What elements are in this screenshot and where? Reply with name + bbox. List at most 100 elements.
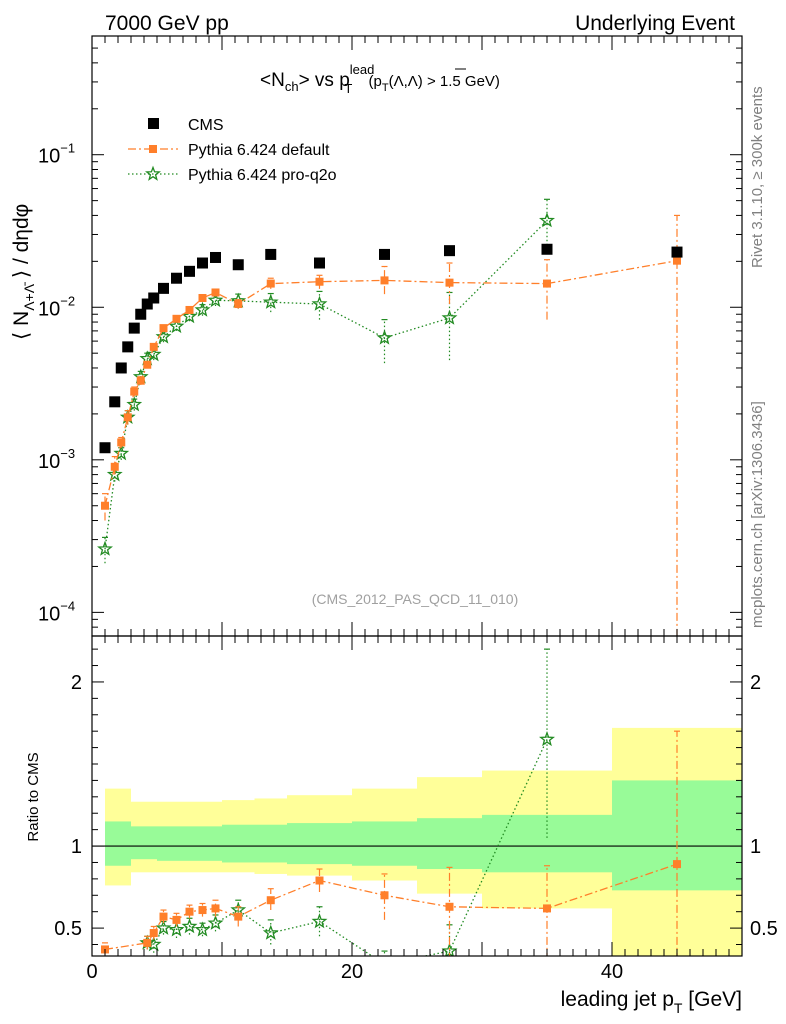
ratio-pythia-default-point bbox=[445, 902, 454, 911]
pythia-pro-q2o-point bbox=[181, 308, 198, 324]
pythia-pro-q2o-point bbox=[376, 329, 393, 345]
pythia-pro-q2o-line bbox=[104, 220, 548, 550]
legend-label-pythia-default: Pythia 6.424 default bbox=[188, 142, 330, 159]
ratio-pythia-default-point bbox=[266, 896, 275, 905]
ratio-y-ticks: 0.5 0.5 1 1 2 2 bbox=[54, 648, 778, 946]
pythia-default-line bbox=[104, 260, 678, 506]
cms-point bbox=[541, 243, 553, 255]
pythia-pro-q2o-point bbox=[262, 293, 279, 309]
uncertainty-band-inner bbox=[352, 821, 417, 866]
ratio-pythia-pro-q2o-point bbox=[311, 913, 328, 929]
ratio-x-tick-label: 0 bbox=[86, 961, 97, 983]
cms-point bbox=[135, 308, 147, 320]
ratio-pythia-default-point bbox=[185, 907, 194, 916]
uncertainty-band-inner bbox=[157, 826, 190, 861]
ratio-y-tick-label-left: 0.5 bbox=[54, 918, 82, 940]
pythia-default-point bbox=[130, 387, 139, 396]
ratio-y-tick-label-right: 2 bbox=[750, 672, 761, 694]
ratio-pythia-pro-q2o-point bbox=[155, 919, 172, 935]
pythia-pro-q2o-point bbox=[126, 396, 143, 412]
cms-point bbox=[265, 248, 277, 260]
ratio-y-tick-label-right: 1 bbox=[750, 836, 761, 858]
uncertainty-band-inner bbox=[417, 818, 482, 870]
ratio-y-tick-label-right: 0.5 bbox=[750, 918, 778, 940]
ratio-plot-area bbox=[92, 648, 742, 956]
uncertainty-band-inner bbox=[189, 826, 222, 861]
main-y-ticks: 10−1 10−2 10−3 10−4 bbox=[38, 47, 742, 637]
ratio-series-group bbox=[92, 648, 742, 956]
uncertainty-band-inner bbox=[254, 824, 287, 863]
ratio-pythia-pro-q2o-point bbox=[181, 918, 198, 934]
pythia-pro-q2o-point bbox=[194, 301, 211, 317]
cms-point bbox=[232, 259, 244, 271]
pythia-default-point bbox=[117, 438, 126, 447]
legend-item-pythia-default: Pythia 6.424 default bbox=[128, 142, 330, 159]
legend: CMS Pythia 6.424 default Pythia 6.424 pr… bbox=[128, 117, 337, 184]
ratio-pythia-default-point bbox=[198, 906, 207, 915]
main-plot-area bbox=[97, 198, 683, 636]
analysis-id-annotation: (CMS_2012_PAS_QCD_11_010) bbox=[312, 591, 519, 607]
pythia-default-point bbox=[143, 360, 152, 369]
pythia-default-point bbox=[234, 300, 243, 309]
pythia-pro-q2o-point bbox=[539, 212, 555, 228]
main-y-tick-label: 10−1 bbox=[38, 141, 75, 168]
ratio-pythia-pro-q2o-point bbox=[168, 921, 185, 937]
pythia-pro-q2o-point bbox=[155, 328, 172, 344]
ratio-x-ticks: 0 20 40 bbox=[86, 636, 743, 983]
pythia-pro-q2o-point bbox=[97, 540, 113, 556]
cms-point bbox=[141, 298, 153, 310]
ratio-pythia-pro-q2o-point bbox=[384, 955, 385, 956]
rivet-version-text: Rivet 3.1.10, ≥ 300k events bbox=[749, 86, 766, 268]
ratio-xlabel: leading jet pT [GeV] bbox=[561, 988, 742, 1016]
pythia-default-point bbox=[149, 342, 158, 351]
pythia-pro-q2o-point bbox=[207, 291, 224, 308]
pythia-default-point bbox=[266, 279, 275, 288]
cms-point bbox=[444, 245, 455, 257]
cms-point bbox=[115, 362, 127, 374]
header-right: Underlying Event bbox=[575, 12, 735, 35]
pythia-default-point bbox=[136, 376, 145, 385]
ratio-pythia-pro-q2o-point bbox=[539, 731, 555, 747]
ratio-pythia-default-point bbox=[543, 904, 551, 913]
main-series-group bbox=[97, 198, 683, 636]
pythia-pro-q2o-point bbox=[106, 466, 123, 482]
pythia-default-point bbox=[101, 501, 109, 510]
pythia-pro-q2o-point bbox=[441, 309, 458, 325]
main-title: <Nch> vs plead T (pT(Λ,Λ) > 1.5 GeV) bbox=[260, 62, 500, 96]
header-left: 7000 GeV pp bbox=[105, 12, 229, 35]
ratio-pythia-default-point bbox=[234, 912, 243, 921]
legend-label-cms: CMS bbox=[188, 117, 224, 134]
main-y-tick-label: 10−4 bbox=[38, 598, 75, 625]
pythia-default-point bbox=[123, 413, 132, 422]
uncertainty-band-inner bbox=[482, 814, 612, 873]
cms-point bbox=[210, 251, 221, 263]
uncertainty-band-inner bbox=[105, 821, 131, 866]
pythia-pro-q2o-point bbox=[311, 295, 328, 311]
main-y-tick-label: 10−2 bbox=[38, 293, 75, 320]
pythia-default-point bbox=[543, 279, 551, 288]
pythia-default-point bbox=[315, 277, 324, 286]
pythia-default-point bbox=[185, 305, 194, 314]
ratio-pythia-default-point bbox=[380, 891, 389, 900]
cms-point bbox=[314, 257, 325, 269]
legend-marker-pythia-default bbox=[149, 145, 157, 153]
cms-point bbox=[158, 282, 169, 294]
ratio-x-tick-label: 40 bbox=[601, 961, 623, 983]
cms-point bbox=[379, 248, 390, 260]
pythia-default-point bbox=[211, 288, 220, 297]
legend-star-shape bbox=[145, 165, 161, 181]
uncertainty-band-inner bbox=[131, 826, 157, 860]
cms-point bbox=[171, 272, 182, 284]
pythia-default-point bbox=[172, 314, 181, 323]
cms-point bbox=[128, 322, 140, 334]
pythia-default-point bbox=[110, 462, 119, 471]
ratio-pythia-default-point bbox=[172, 915, 181, 924]
main-x-ticks bbox=[91, 36, 743, 636]
ratio-y-tick-label-left: 2 bbox=[71, 672, 82, 694]
cms-point bbox=[671, 246, 683, 258]
legend-marker-pythia-pro-q2o bbox=[145, 165, 161, 181]
cms-point bbox=[184, 265, 195, 277]
pythia-default-point bbox=[380, 276, 389, 285]
legend-item-pythia-pro-q2o: Pythia 6.424 pro-q2o bbox=[128, 165, 337, 184]
